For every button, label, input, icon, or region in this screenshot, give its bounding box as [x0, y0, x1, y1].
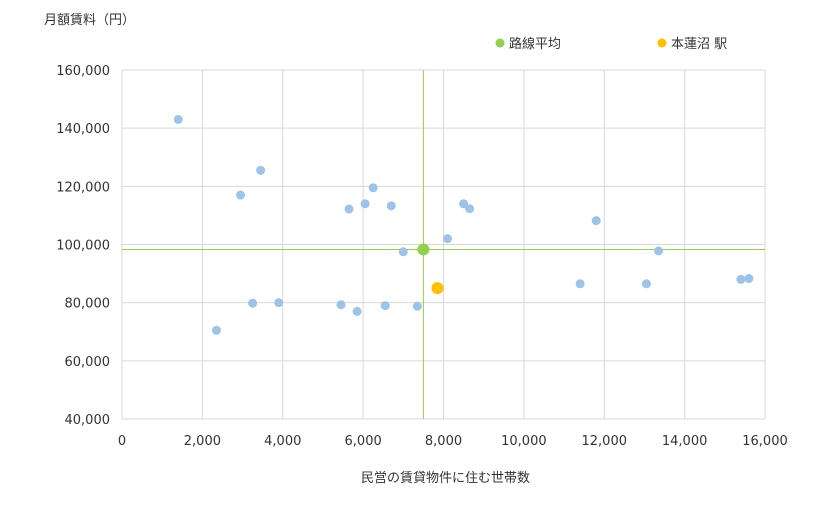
data-point: [274, 298, 284, 308]
y-tick-label: 160,000: [56, 64, 110, 79]
y-axis-title: 月額賃料（円）: [44, 13, 135, 28]
y-tick-label: 60,000: [65, 355, 111, 370]
data-point: [236, 190, 246, 200]
data-point: [352, 306, 362, 316]
data-point: [459, 199, 469, 209]
data-point: [173, 114, 183, 124]
data-point: [465, 204, 475, 214]
x-tick-label: 4,000: [264, 434, 301, 449]
data-point: [443, 234, 453, 244]
y-tick-label: 40,000: [65, 413, 111, 428]
y-tick-label: 140,000: [56, 122, 110, 137]
data-point: [398, 247, 408, 257]
data-point: [344, 204, 354, 214]
y-tick-label: 80,000: [65, 297, 111, 312]
station-point: [431, 282, 444, 295]
data-point: [575, 279, 585, 289]
legend-label: 本蓮沼 駅: [671, 37, 727, 52]
route-average-point: [417, 243, 430, 256]
data-point: [744, 274, 754, 284]
data-point: [641, 279, 651, 289]
data-point: [211, 325, 221, 335]
y-tick-label: 100,000: [56, 239, 110, 254]
x-tick-label: 10,000: [501, 434, 547, 449]
data-point: [412, 301, 422, 311]
data-point: [380, 301, 390, 311]
data-point: [386, 201, 396, 211]
data-point: [368, 183, 378, 193]
x-tick-label: 8,000: [425, 434, 462, 449]
data-point: [248, 298, 258, 308]
data-point: [360, 199, 370, 209]
data-point: [256, 165, 266, 175]
data-point: [654, 246, 664, 256]
legend-label: 路線平均: [509, 36, 561, 52]
legend-marker: [657, 38, 667, 48]
data-point: [736, 274, 746, 284]
y-tick-label: 120,000: [56, 180, 110, 195]
data-point: [591, 216, 601, 226]
x-tick-label: 6,000: [345, 434, 382, 449]
x-tick-label: 16,000: [742, 434, 788, 449]
x-axis-title: 民営の賃貸物件に住む世帯数: [361, 470, 530, 486]
legend-marker: [495, 38, 505, 48]
x-tick-label: 2,000: [184, 434, 221, 449]
data-point: [336, 300, 346, 310]
x-tick-label: 14,000: [662, 434, 708, 449]
x-tick-label: 12,000: [582, 434, 628, 449]
x-tick-label: 0: [118, 434, 126, 449]
